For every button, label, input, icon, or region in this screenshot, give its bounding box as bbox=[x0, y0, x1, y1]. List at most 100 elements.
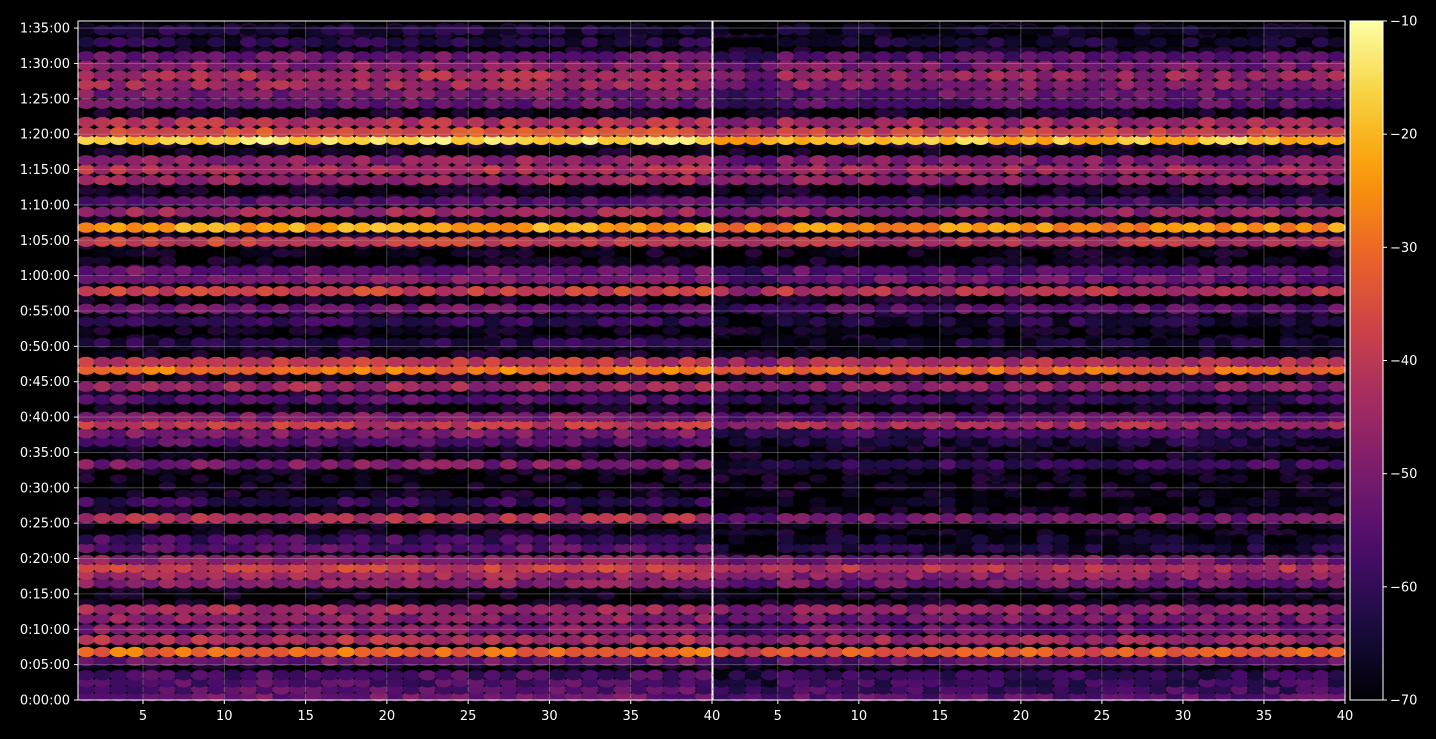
heatmap-cell bbox=[712, 590, 731, 600]
heatmap-cell bbox=[223, 590, 242, 600]
heatmap-cell bbox=[386, 364, 404, 375]
heatmap-cell bbox=[158, 670, 177, 681]
heatmap-cell bbox=[418, 496, 437, 508]
heatmap-cell bbox=[207, 98, 226, 109]
heatmap-cell bbox=[499, 381, 518, 392]
heatmap-cell bbox=[239, 295, 258, 305]
heatmap-cell bbox=[581, 578, 600, 589]
heatmap-cell bbox=[694, 411, 713, 423]
heatmap-cell bbox=[125, 604, 144, 615]
heatmap-cell bbox=[125, 285, 144, 297]
heatmap-cell bbox=[304, 356, 323, 368]
heatmap-cell bbox=[158, 316, 177, 327]
heatmap-cell bbox=[272, 394, 291, 405]
heatmap-cell bbox=[174, 578, 193, 589]
heatmap-cell bbox=[337, 394, 356, 405]
heatmap-cell bbox=[402, 116, 421, 128]
heatmap-cell bbox=[483, 337, 502, 349]
heatmap-cell bbox=[353, 436, 372, 448]
heatmap-cell bbox=[662, 337, 681, 349]
heatmap-cell bbox=[288, 613, 307, 624]
heatmap-cell bbox=[678, 303, 697, 315]
heatmap-cell bbox=[499, 624, 518, 635]
heatmap-cell bbox=[158, 534, 177, 545]
heatmap-cell bbox=[125, 554, 144, 566]
heatmap-cell bbox=[256, 364, 274, 375]
heatmap-cell bbox=[174, 604, 193, 615]
heatmap-cell bbox=[402, 303, 421, 315]
heatmap-cell bbox=[793, 481, 812, 491]
heatmap-cell bbox=[304, 450, 323, 460]
heatmap-cell bbox=[109, 147, 128, 157]
heatmap-cell bbox=[321, 404, 339, 414]
heatmap-cell bbox=[597, 604, 616, 615]
heatmap-cell bbox=[678, 554, 697, 566]
heatmap-cell bbox=[402, 24, 421, 36]
heatmap-cell bbox=[77, 542, 96, 554]
heatmap-cell bbox=[694, 70, 713, 81]
heatmap-cell bbox=[386, 24, 404, 36]
heatmap-cell bbox=[321, 206, 339, 218]
heatmap-cell bbox=[369, 174, 388, 186]
heatmap-cell bbox=[158, 655, 177, 667]
heatmap-cell bbox=[1311, 481, 1330, 491]
heatmap-cell bbox=[418, 364, 437, 375]
heatmap-cell bbox=[353, 37, 372, 48]
heatmap-cell bbox=[629, 428, 648, 439]
heatmap-cell bbox=[256, 474, 274, 484]
heatmap-cell bbox=[304, 236, 323, 247]
heatmap-cell bbox=[142, 98, 161, 109]
heatmap-cell bbox=[353, 51, 372, 62]
heatmap-cell bbox=[662, 256, 681, 266]
heatmap-cell bbox=[321, 372, 339, 382]
heatmap-cell bbox=[239, 513, 258, 524]
heatmap-cell bbox=[678, 295, 697, 305]
heatmap-cell bbox=[548, 364, 567, 375]
heatmap-cell bbox=[109, 604, 128, 615]
heatmap-cell bbox=[532, 364, 551, 375]
heatmap-cell bbox=[93, 70, 112, 81]
heatmap-cell bbox=[386, 356, 404, 368]
heatmap-cell bbox=[402, 534, 421, 545]
heatmap-cell bbox=[532, 116, 551, 128]
heatmap-cell bbox=[174, 404, 193, 414]
heatmap-cell bbox=[93, 24, 112, 36]
heatmap-cell bbox=[304, 24, 323, 36]
heatmap-cell bbox=[744, 481, 763, 491]
heatmap-cell bbox=[386, 381, 404, 392]
heatmap-cell bbox=[304, 590, 323, 600]
heatmap-cell bbox=[613, 116, 632, 128]
heatmap-cell bbox=[499, 590, 518, 600]
heatmap-cell bbox=[223, 222, 242, 233]
heatmap-cell bbox=[239, 24, 258, 36]
heatmap-cell bbox=[646, 303, 665, 315]
heatmap-cell bbox=[548, 60, 567, 71]
heatmap-cell bbox=[337, 236, 356, 247]
heatmap-cell bbox=[239, 248, 258, 258]
heatmap-cell bbox=[369, 337, 388, 349]
heatmap-cell bbox=[564, 256, 583, 266]
heatmap-cell bbox=[467, 670, 486, 681]
heatmap-cell bbox=[532, 349, 551, 359]
heatmap-cell bbox=[93, 222, 112, 233]
heatmap-cell bbox=[77, 126, 96, 138]
heatmap-cell bbox=[532, 436, 551, 448]
heatmap-cell bbox=[516, 411, 534, 423]
heatmap-cell bbox=[434, 316, 453, 327]
heatmap-cell bbox=[597, 256, 616, 266]
heatmap-cell bbox=[109, 88, 128, 100]
heatmap-cell bbox=[93, 364, 112, 375]
heatmap-cell bbox=[467, 436, 486, 448]
heatmap-cell bbox=[646, 381, 665, 392]
heatmap-cell bbox=[1101, 590, 1119, 600]
heatmap-cell bbox=[386, 604, 404, 615]
heatmap-cell bbox=[548, 108, 567, 118]
heatmap-cell bbox=[629, 554, 648, 566]
heatmap-cell bbox=[678, 590, 697, 600]
heatmap-cell bbox=[142, 186, 161, 196]
heatmap-cell bbox=[1295, 590, 1314, 600]
heatmap-cell bbox=[142, 116, 161, 128]
heatmap-cell bbox=[467, 613, 486, 624]
heatmap-cell bbox=[93, 394, 112, 405]
heatmap-cell bbox=[694, 542, 713, 554]
